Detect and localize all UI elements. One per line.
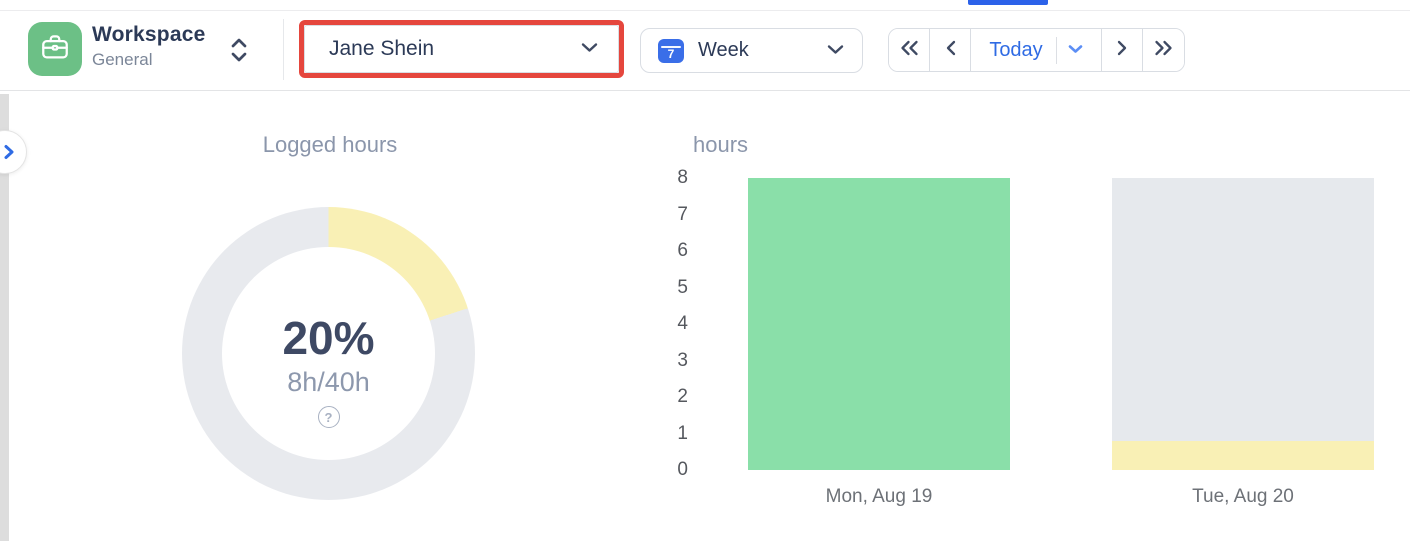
y-axis-tick-label: 6 [677, 240, 688, 261]
y-axis-tick-label: 5 [677, 276, 688, 298]
next-period-button[interactable] [1102, 29, 1143, 71]
bar-chart-axis-title: hours [693, 132, 749, 157]
chevron-up-down-icon [228, 38, 250, 70]
top-divider [0, 10, 1410, 11]
workspace-switcher[interactable] [228, 34, 250, 71]
user-selector-value: Jane Shein [329, 37, 435, 60]
briefcase-icon [39, 31, 71, 68]
y-axis-tick-label: 3 [677, 349, 688, 371]
today-button[interactable]: Today [989, 38, 1043, 61]
logged-hours-title: Logged hours [262, 132, 398, 157]
date-navigation: Today [888, 28, 1185, 72]
y-axis-tick-label: 8 [677, 167, 688, 188]
header-divider [0, 90, 1410, 91]
y-axis-tick-label: 4 [677, 313, 688, 334]
previous-period-button[interactable] [930, 29, 971, 71]
bar-segment-logged-partial [1112, 440, 1374, 470]
double-chevron-right-icon [1153, 40, 1174, 61]
logged-percent-value: 20% [282, 312, 375, 364]
collapsed-sidebar-rail [0, 94, 9, 541]
chevron-right-icon [4, 145, 13, 159]
workspace-subtitle: General [92, 50, 153, 69]
y-axis-tick-label: 7 [677, 203, 688, 225]
chevron-left-icon [944, 40, 957, 61]
user-selector-dropdown[interactable]: Jane Shein [304, 25, 619, 73]
x-axis-category-label: Tue, Aug 20 [1192, 486, 1294, 507]
active-tab-indicator [968, 0, 1048, 5]
last-period-button[interactable] [1143, 29, 1184, 71]
bar-segment-logged-full [748, 178, 1010, 470]
y-axis-tick-label: 2 [677, 386, 688, 407]
today-segment-divider [1055, 36, 1057, 64]
header-vertical-divider [283, 19, 284, 80]
today-segment: Today [971, 29, 1102, 71]
first-period-button[interactable] [889, 29, 930, 71]
period-selector-dropdown[interactable]: 7 Week [640, 28, 863, 73]
expand-sidebar-button[interactable] [0, 130, 27, 174]
double-chevron-left-icon [899, 40, 920, 61]
period-selector-value: Week [698, 39, 749, 61]
chevron-right-icon [1116, 40, 1129, 61]
bar-segment-capacity-remaining [1112, 178, 1374, 441]
chevron-down-icon [827, 42, 844, 60]
today-dropdown-chevron-icon[interactable] [1068, 41, 1083, 59]
workspace-icon[interactable] [28, 22, 82, 76]
help-icon[interactable]: ? [317, 406, 340, 428]
chevron-down-icon [581, 40, 598, 58]
workspace-title: Workspace [92, 23, 206, 46]
y-axis-tick-label: 0 [677, 459, 688, 480]
y-axis-tick-label: 1 [677, 422, 688, 444]
logged-hours-donut: 20% 8h/40h ? [182, 207, 475, 500]
calendar-week-icon: 7 [658, 38, 684, 63]
annotation-highlight-box: Jane Shein [299, 20, 624, 78]
x-axis-category-label: Mon, Aug 19 [825, 486, 933, 507]
logged-ratio-value: 8h/40h [287, 367, 370, 397]
